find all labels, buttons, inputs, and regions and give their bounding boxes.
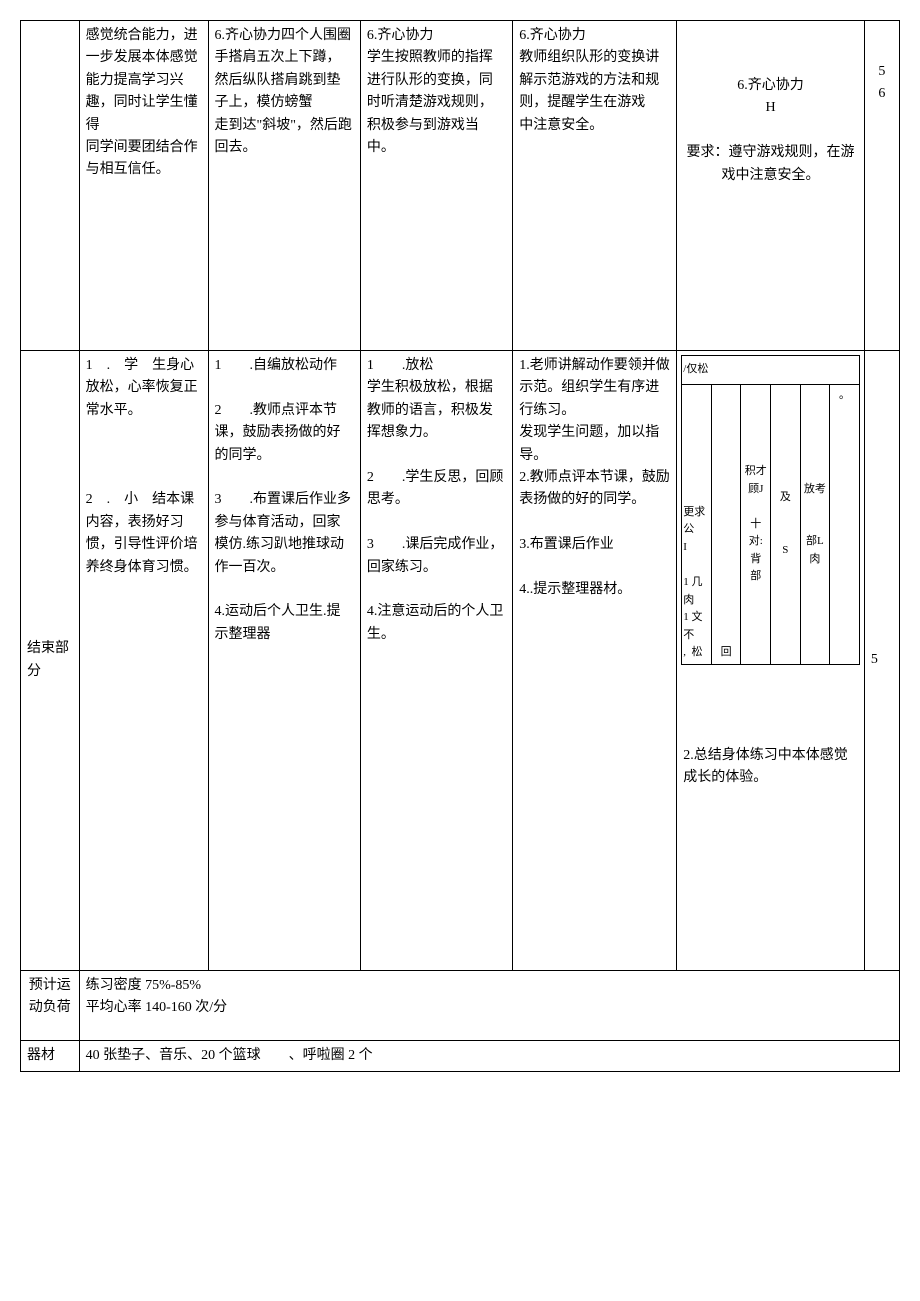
table-row: 感觉统合能力，进一步发展本体感觉能力提高学习兴趣，同时让学生懂得 同学间要团结合…	[21, 21, 900, 351]
cell-time: 5	[864, 351, 899, 971]
row-label-end: 结束部分	[21, 351, 80, 971]
row-label-load: 预计运动负荷	[21, 971, 80, 1041]
table-row: 结束部分 1 . 学 生身心放松，心率恢复正常水平。 2 . 小 结本课内容，表…	[21, 351, 900, 971]
cell-content: 6.齐心协力四个人围圈手搭肩五次上下蹲，然后纵队搭肩跳到垫子上，模仿螃蟹 走到达…	[208, 21, 360, 351]
cell-org: 6.齐心协力 H 要求：遵守游戏规则，在游戏中注意安全。	[677, 21, 865, 351]
cell-teacher: 1.老师讲解动作要领并做示范。组织学生有序进行练习。 发现学生问题，加以指导。 …	[513, 351, 677, 971]
cell-teacher: 6.齐心协力 教师组织队形的变换讲解示范游戏的方法和规则，提醒学生在游戏 中注意…	[513, 21, 677, 351]
cell-org-inner: /仅松 更求公 I 1 几肉 1 文不 , 松 回 积才 顾J 十 对: 背 部…	[677, 351, 865, 971]
row-label-equip: 器材	[21, 1041, 80, 1072]
lesson-plan-table: 感觉统合能力，进一步发展本体感觉能力提高学习兴趣，同时让学生懂得 同学间要团结合…	[20, 20, 900, 1072]
table-row: 器材 40 张垫子、音乐、20 个篮球 、呼啦圈 2 个	[21, 1041, 900, 1072]
cell-objective: 1 . 学 生身心放松，心率恢复正常水平。 2 . 小 结本课内容，表扬好习惯，…	[79, 351, 208, 971]
cell-load: 练习密度 75%-85% 平均心率 140-160 次/分	[79, 971, 899, 1041]
cell-student: 6.齐心协力 学生按照教师的指挥进行队形的变换，同时听清楚游戏规则，积极参与到游…	[360, 21, 512, 351]
inner-layout-table: /仅松 更求公 I 1 几肉 1 文不 , 松 回 积才 顾J 十 对: 背 部…	[681, 355, 860, 665]
cell-content: 1 .自编放松动作 2 .教师点评本节课，鼓励表扬做的好的同学。 3 .布置课后…	[208, 351, 360, 971]
row-label	[21, 21, 80, 351]
cell-student: 1 .放松 学生积极放松，根据教师的语言，积极发挥想象力。 2 .学生反思，回顾…	[360, 351, 512, 971]
table-row: 预计运动负荷 练习密度 75%-85% 平均心率 140-160 次/分	[21, 971, 900, 1041]
cell-equipment: 40 张垫子、音乐、20 个篮球 、呼啦圈 2 个	[79, 1041, 899, 1072]
cell-objective: 感觉统合能力，进一步发展本体感觉能力提高学习兴趣，同时让学生懂得 同学间要团结合…	[79, 21, 208, 351]
cell-time: 5 6	[864, 21, 899, 351]
